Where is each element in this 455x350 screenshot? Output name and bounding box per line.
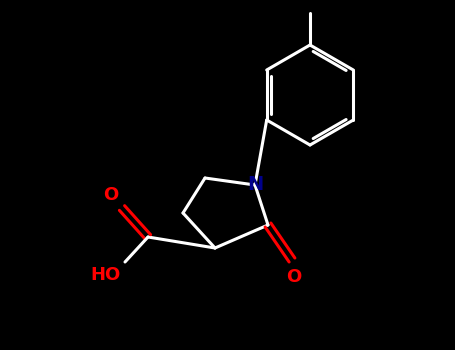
Text: O: O (103, 186, 118, 204)
Text: HO: HO (91, 266, 121, 284)
Text: N: N (247, 175, 263, 195)
Text: O: O (286, 268, 302, 286)
